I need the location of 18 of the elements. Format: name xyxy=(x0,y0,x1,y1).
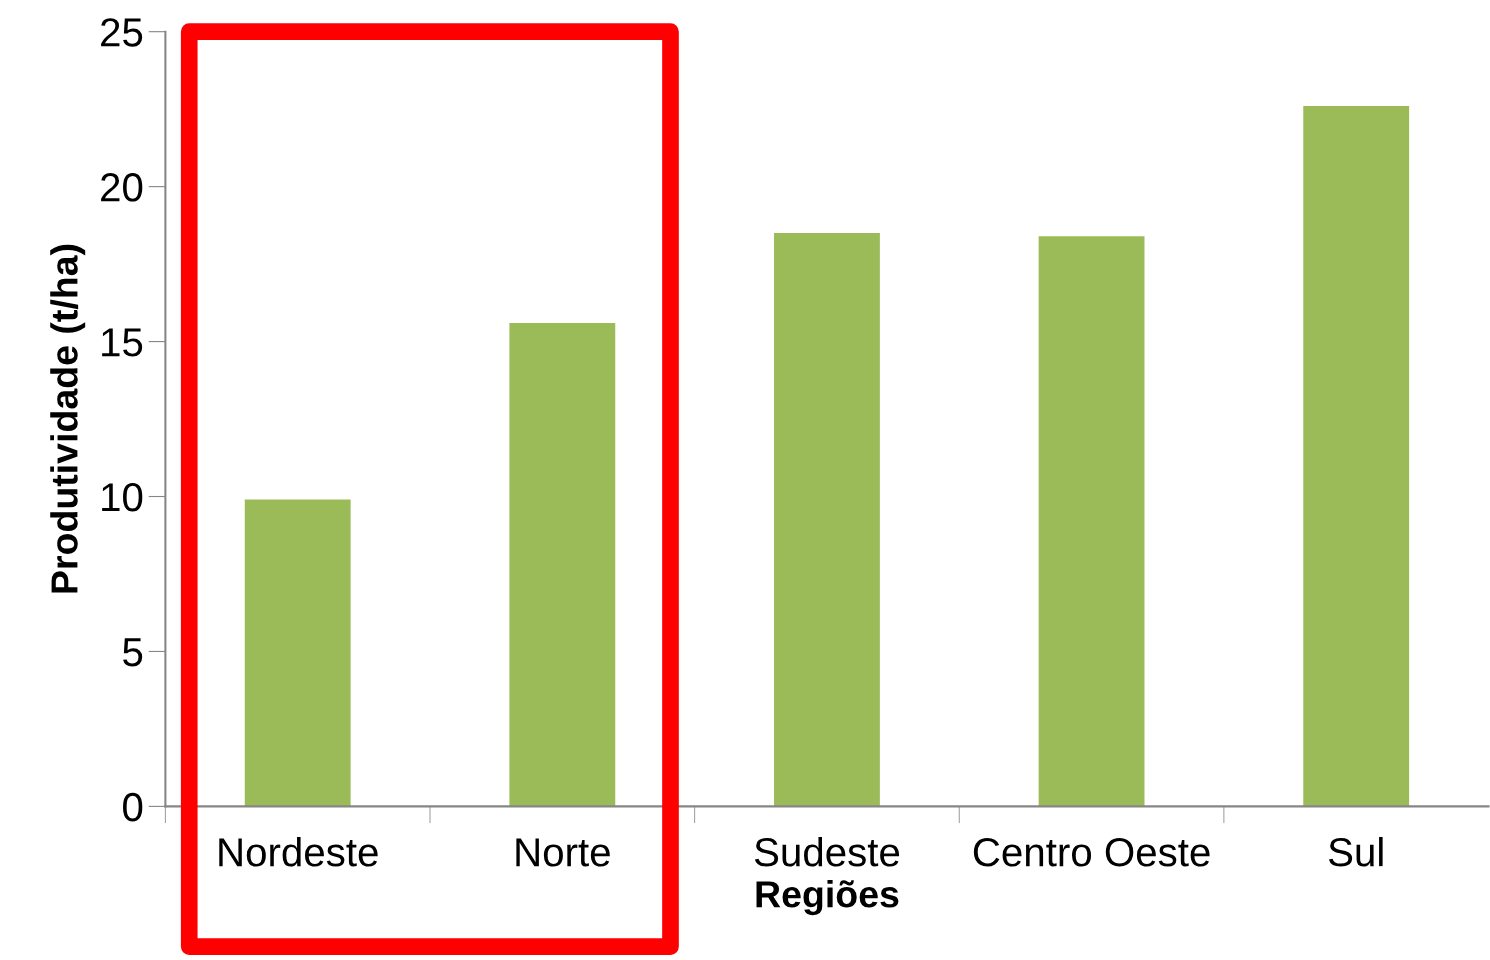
x-tick-label: Centro Oeste xyxy=(973,838,1210,867)
x-tick-label: Sul xyxy=(1328,836,1383,867)
bar xyxy=(509,322,616,807)
bar xyxy=(1038,236,1145,807)
bar xyxy=(774,233,880,807)
x-axis-title: Regiões xyxy=(756,880,899,916)
x-tick-label: Norte xyxy=(516,838,610,867)
y-tick-label: 10 xyxy=(102,482,143,512)
y-tick-label: 5 xyxy=(123,638,143,667)
y-tick-label: 20 xyxy=(101,173,143,202)
y-tick-label: 15 xyxy=(102,328,143,357)
y-axis-title: Produtividade (t/ha) xyxy=(50,244,86,593)
y-tick-label: 0 xyxy=(123,792,143,822)
y-tick-label: 25 xyxy=(101,18,143,47)
bar xyxy=(244,499,351,807)
bar xyxy=(1303,106,1410,807)
x-tick-label: Sudeste xyxy=(754,836,900,867)
x-tick-label: Nordeste xyxy=(219,836,378,867)
